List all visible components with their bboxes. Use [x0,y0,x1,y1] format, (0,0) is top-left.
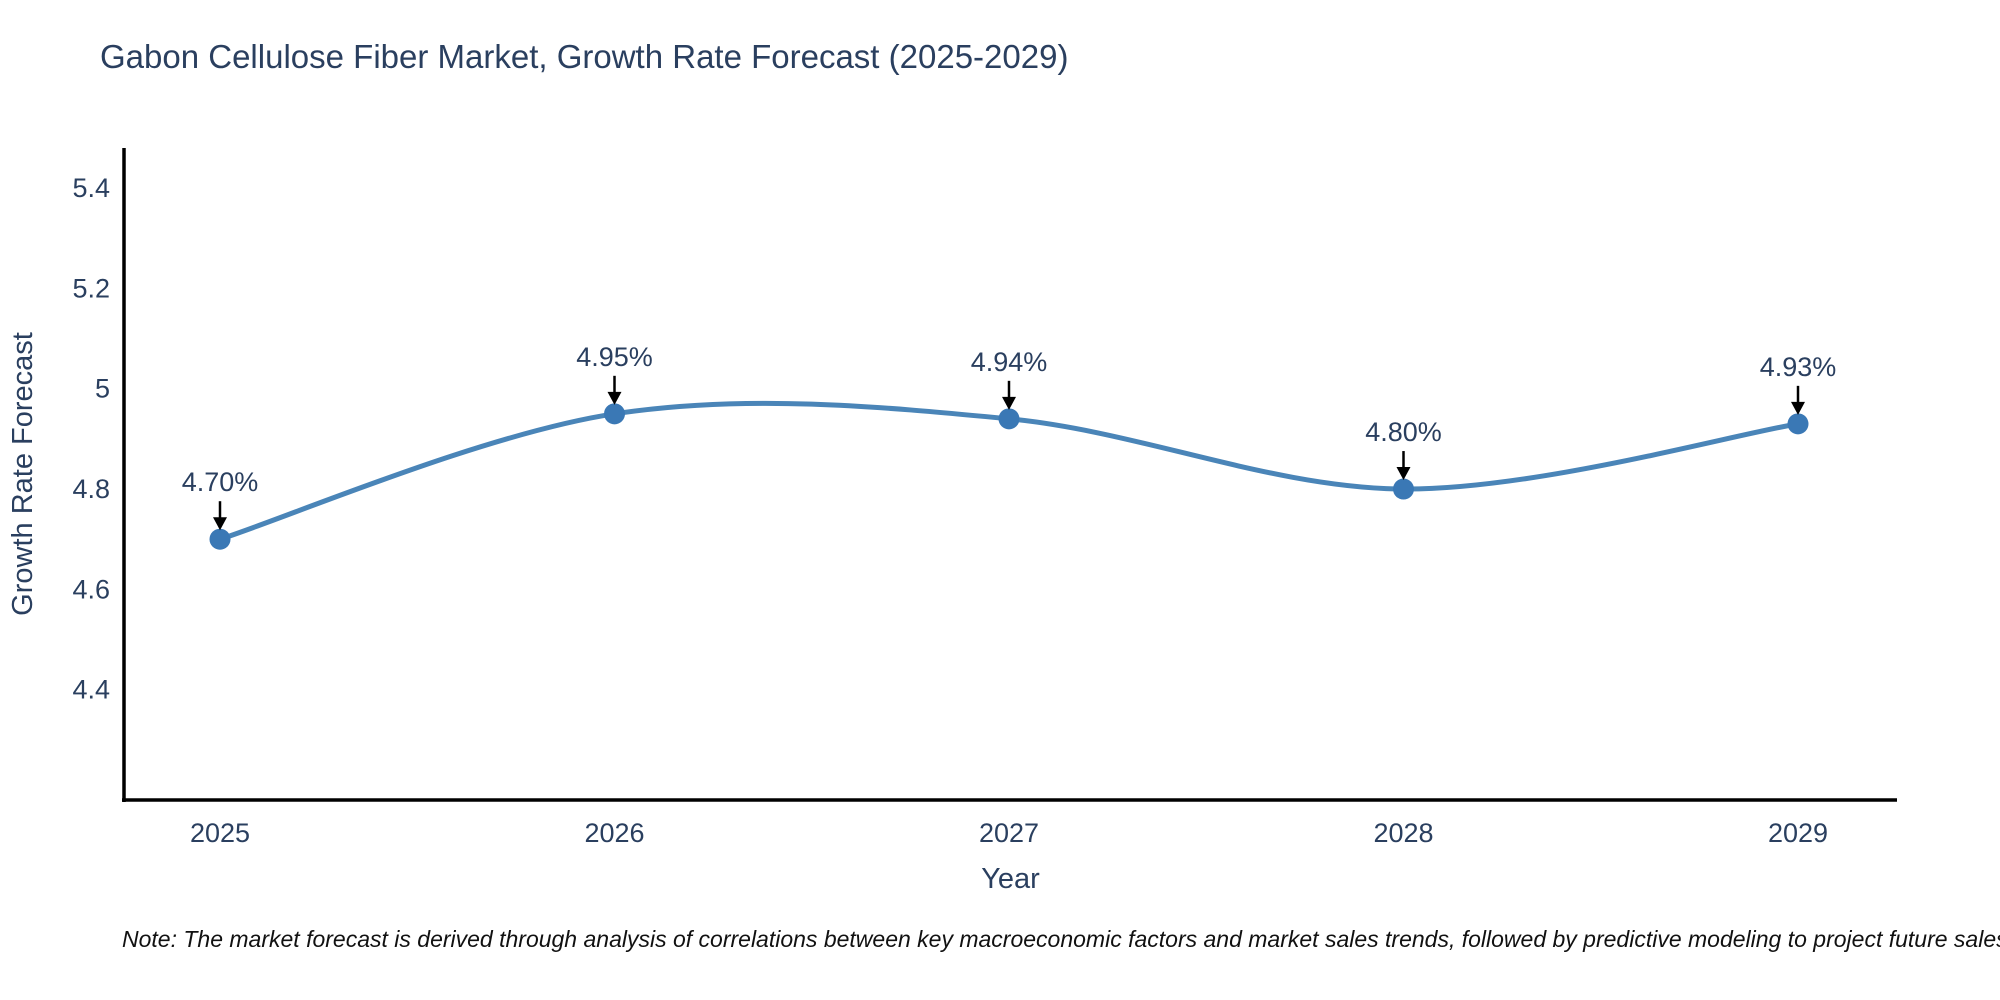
x-tick-label: 2028 [1373,818,1433,848]
data-point-marker [1787,413,1809,435]
data-point-label: 4.93% [1760,352,1837,382]
x-axis-title: Year [981,863,1040,895]
x-tick-label: 2027 [979,818,1039,848]
data-point-marker [998,408,1020,430]
data-point-label: 4.70% [182,467,259,497]
data-point-label: 4.94% [971,347,1048,377]
y-tick-label: 5.4 [72,173,110,203]
annotation-arrow-head [607,391,622,405]
y-tick-label: 4.8 [72,474,110,504]
data-point-label: 4.95% [576,342,653,372]
data-point-marker [209,528,231,550]
annotation-arrow-head [1791,401,1805,415]
y-tick-label: 4.4 [72,675,110,705]
footnote: Note: The market forecast is derived thr… [122,926,2000,952]
annotation-arrow-head [1396,467,1411,481]
y-tick-label: 4.6 [72,574,110,604]
data-point-marker [604,403,625,425]
y-tick-label: 5 [95,374,110,404]
chart-title: Gabon Cellulose Fiber Market, Growth Rat… [100,38,1069,75]
data-point-marker [1393,478,1414,500]
x-tick-label: 2026 [584,818,644,848]
x-tick-label: 2029 [1768,818,1828,848]
y-tick-label: 5.2 [72,273,110,303]
y-axis-title: Growth Rate Forecast [7,332,39,616]
x-tick-label: 2025 [190,818,250,848]
annotation-arrow-head [1002,396,1016,410]
annotation-arrow-head [213,517,227,531]
data-point-label: 4.80% [1365,417,1442,447]
